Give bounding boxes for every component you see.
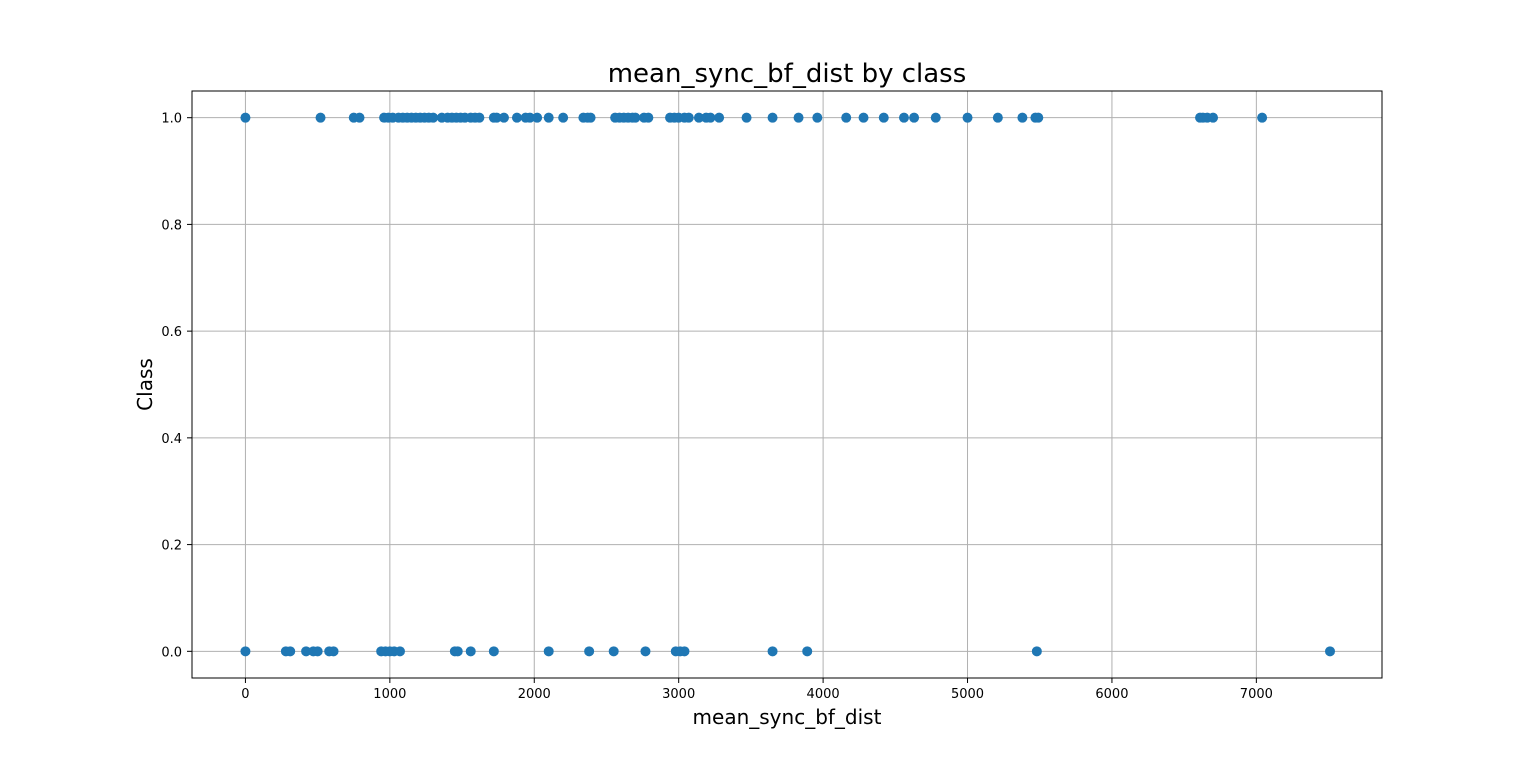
data-point bbox=[488, 646, 499, 657]
data-point bbox=[584, 646, 595, 657]
data-point bbox=[354, 112, 365, 123]
data-point bbox=[767, 112, 778, 123]
x-tick-label: 1000 bbox=[373, 687, 406, 702]
data-point bbox=[558, 112, 569, 123]
data-point bbox=[1257, 112, 1268, 123]
data-point bbox=[858, 112, 869, 123]
data-point bbox=[312, 646, 323, 657]
plot-frame bbox=[191, 90, 1383, 679]
data-point bbox=[511, 112, 522, 123]
data-point bbox=[1033, 112, 1044, 123]
x-tick-label: 6000 bbox=[1095, 687, 1128, 702]
grid bbox=[192, 91, 1382, 678]
data-point bbox=[585, 112, 596, 123]
x-tick-label: 2000 bbox=[518, 687, 551, 702]
axis-ticks: 0 1000 2000 3000 4000 5000 6000 7000 0.0 0.2 0.4 0.… bbox=[161, 112, 1273, 702]
y-tick-label: 0.6 bbox=[161, 325, 182, 340]
data-point bbox=[643, 112, 654, 123]
data-point bbox=[491, 112, 502, 123]
x-tick-label: 4000 bbox=[807, 687, 840, 702]
data-point bbox=[962, 112, 973, 123]
x-tick-label: 0 bbox=[241, 687, 249, 702]
data-point bbox=[474, 112, 485, 123]
data-point bbox=[532, 112, 543, 123]
data-point bbox=[1208, 112, 1219, 123]
data-point bbox=[630, 112, 641, 123]
x-tick-label: 7000 bbox=[1240, 687, 1273, 702]
data-point bbox=[452, 646, 463, 657]
data-point bbox=[812, 112, 823, 123]
data-point bbox=[524, 112, 535, 123]
data-point bbox=[640, 646, 651, 657]
data-point bbox=[1325, 646, 1336, 657]
y-tick-label: 0.0 bbox=[161, 645, 182, 660]
data-point bbox=[841, 112, 852, 123]
data-point bbox=[909, 112, 920, 123]
data-point bbox=[465, 646, 476, 657]
data-points bbox=[240, 112, 1336, 657]
data-point bbox=[705, 112, 716, 123]
data-point bbox=[543, 112, 554, 123]
data-point bbox=[930, 112, 941, 123]
data-point bbox=[793, 112, 804, 123]
x-axis-label: mean_sync_bf_dist bbox=[693, 705, 882, 729]
data-point bbox=[608, 646, 619, 657]
data-point bbox=[1017, 112, 1028, 123]
data-point bbox=[240, 112, 251, 123]
data-point bbox=[543, 646, 554, 657]
x-tick-label: 3000 bbox=[662, 687, 695, 702]
data-point bbox=[898, 112, 909, 123]
data-point bbox=[741, 112, 752, 123]
data-point bbox=[328, 646, 339, 657]
data-point bbox=[301, 646, 312, 657]
data-point bbox=[683, 112, 694, 123]
data-point bbox=[285, 646, 296, 657]
data-point bbox=[802, 646, 813, 657]
data-point bbox=[693, 112, 704, 123]
data-point bbox=[679, 646, 690, 657]
data-point bbox=[394, 646, 405, 657]
data-point bbox=[240, 646, 251, 657]
data-point bbox=[714, 112, 725, 123]
data-point bbox=[498, 112, 509, 123]
x-tick-label: 5000 bbox=[951, 687, 984, 702]
data-point bbox=[767, 646, 778, 657]
y-tick-label: 1.0 bbox=[161, 112, 182, 127]
data-point bbox=[315, 112, 326, 123]
y-tick-label: 0.8 bbox=[161, 218, 182, 233]
data-point bbox=[1031, 646, 1042, 657]
y-tick-label: 0.2 bbox=[161, 539, 182, 554]
data-point bbox=[428, 112, 439, 123]
y-tick-label: 0.4 bbox=[161, 432, 182, 447]
chart-title: mean_sync_bf_dist by class bbox=[608, 59, 967, 89]
data-point bbox=[878, 112, 889, 123]
data-point bbox=[992, 112, 1003, 123]
y-axis-label: Class bbox=[133, 358, 157, 411]
